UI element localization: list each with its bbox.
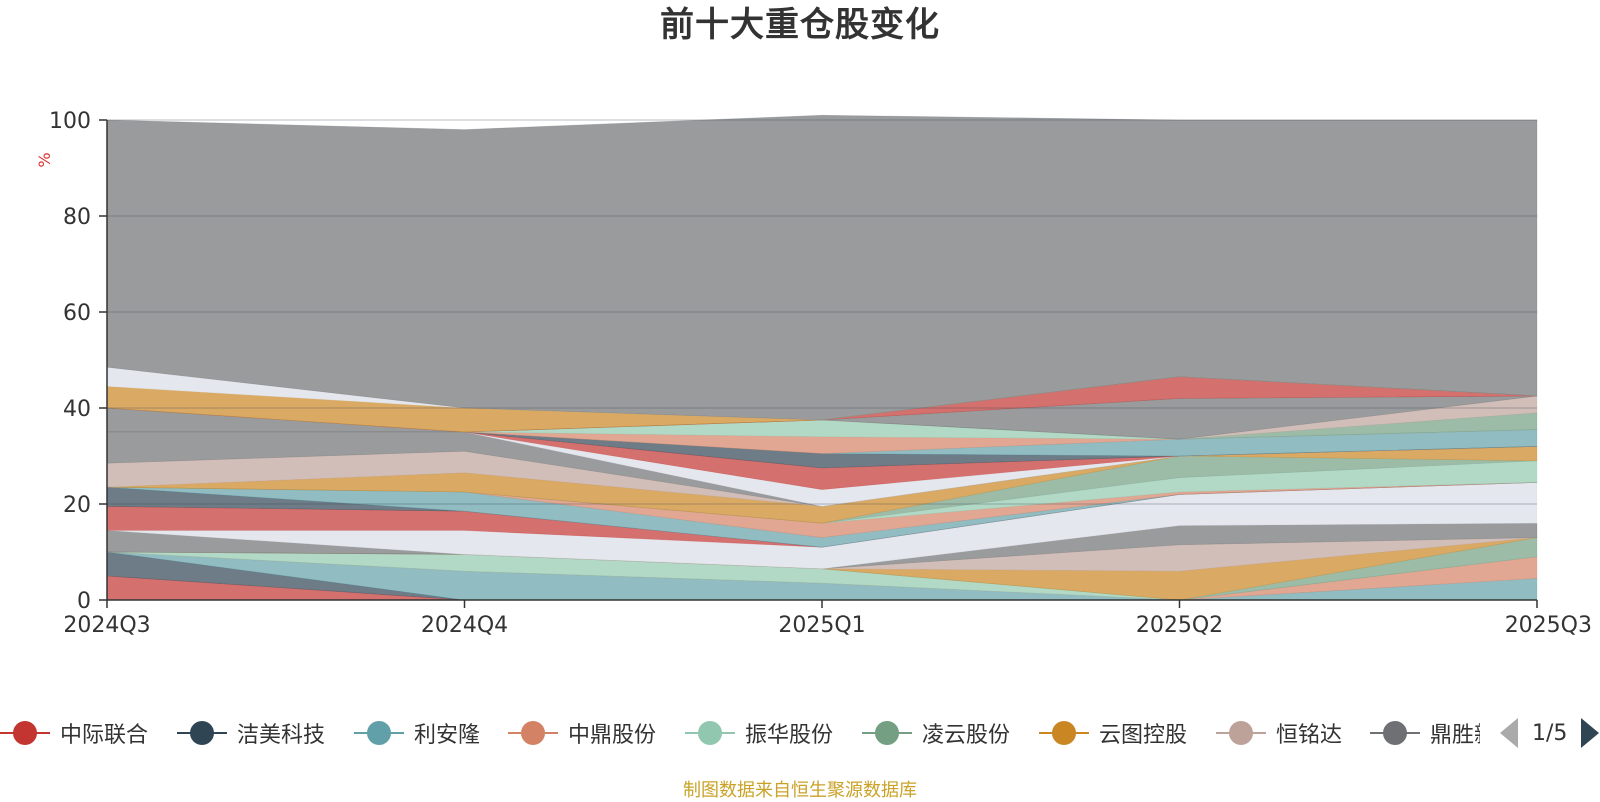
legend-label: 利安隆: [414, 723, 481, 748]
x-axis-ticks: 2024Q3 2024Q4 2025Q1 2025Q2 2025Q3: [63, 600, 1592, 638]
legend-marker-icon: [354, 719, 404, 747]
data-source-note: 制图数据来自恒生聚源数据库: [683, 780, 917, 801]
chart-title: 前十大重仓股变化: [660, 5, 940, 45]
x-tick-label: 2025Q2: [1136, 613, 1223, 638]
y-tick-label: 60: [63, 301, 91, 326]
y-axis-label: %: [35, 152, 54, 167]
legend-marker-icon: [862, 719, 912, 747]
pager-indicator: 1/5: [1532, 720, 1568, 746]
legend-marker-icon: [508, 719, 558, 747]
grid-lines: [107, 119, 1537, 505]
legend-pager: 1/5: [1500, 713, 1600, 753]
legend-label: 中鼎股份: [568, 723, 657, 748]
legend: 中际联合 洁美科技 利安隆 中鼎股份 振华股份 凌云股份 云图控股 恒铭达 鼎胜…: [0, 713, 1480, 753]
area-series-10[interactable]: [106, 482, 1538, 570]
area-series-32[interactable]: [106, 114, 1538, 421]
y-tick-label: 80: [63, 205, 91, 230]
legend-marker-icon: [685, 719, 735, 747]
legend-label: 中际联合: [60, 723, 149, 748]
legend-label: 鼎胜新材: [1430, 723, 1480, 748]
y-tick-label: 20: [63, 493, 91, 518]
y-axis-ticks: 0 20 40 60 80 100: [49, 109, 107, 614]
legend-item-hengmingda[interactable]: 恒铭达: [1216, 713, 1342, 753]
legend-marker-icon: [1039, 719, 1089, 747]
area-series-group: [106, 114, 1538, 601]
legend-item-yuntu[interactable]: 云图控股: [1039, 713, 1187, 753]
y-tick-label: 0: [77, 589, 91, 614]
x-tick-label: 2025Q3: [1505, 613, 1592, 638]
legend-label: 恒铭达: [1276, 723, 1343, 748]
legend-marker-icon: [177, 719, 227, 747]
legend-item-zhongding[interactable]: 中鼎股份: [508, 713, 656, 753]
legend-label: 云图控股: [1099, 723, 1188, 748]
y-tick-label: 40: [63, 397, 91, 422]
legend-item-lianlong[interactable]: 利安隆: [354, 713, 480, 753]
legend-label: 振华股份: [745, 723, 834, 748]
x-tick-label: 2024Q4: [421, 613, 508, 638]
area-series-19[interactable]: [106, 431, 1538, 507]
x-tick-label: 2024Q3: [63, 613, 150, 638]
legend-item-dingsheng[interactable]: 鼎胜新材: [1370, 713, 1480, 753]
legend-item-jiemei[interactable]: 洁美科技: [177, 713, 325, 753]
legend-marker-icon: [0, 719, 50, 747]
legend-marker-icon: [1370, 719, 1420, 747]
pager-prev-icon[interactable]: [1500, 718, 1518, 748]
legend-marker-icon: [1216, 719, 1266, 747]
y-tick-label: 100: [49, 109, 91, 134]
legend-item-lingyun[interactable]: 凌云股份: [862, 713, 1010, 753]
legend-item-zhenhua[interactable]: 振华股份: [685, 713, 833, 753]
legend-label: 洁美科技: [237, 723, 326, 748]
area-series-9[interactable]: [106, 522, 1538, 570]
legend-item-zhongji[interactable]: 中际联合: [0, 713, 148, 753]
pager-next-icon[interactable]: [1581, 718, 1600, 748]
legend-label: 凌云股份: [922, 723, 1011, 748]
x-tick-label: 2025Q1: [778, 613, 865, 638]
